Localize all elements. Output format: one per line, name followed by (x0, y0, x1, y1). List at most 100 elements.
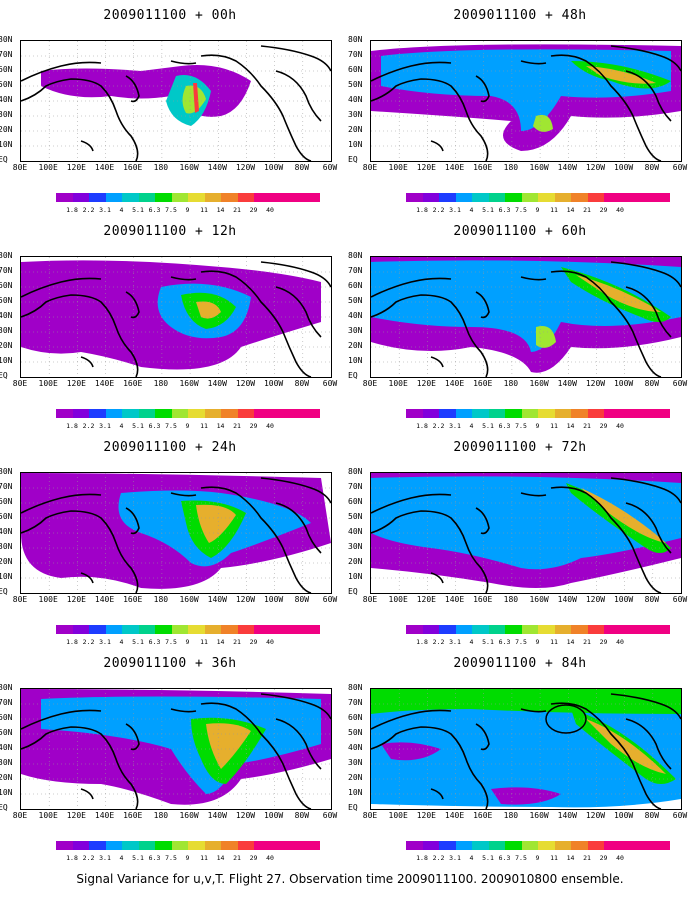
colorbar-swatch (237, 625, 254, 634)
lat-tick-label: 40N (348, 311, 363, 320)
colorbar-swatch (188, 625, 205, 634)
colorbar-swatch (422, 193, 439, 202)
colorbar-swatch (653, 409, 670, 418)
lon-tick-label: 160E (473, 595, 493, 604)
colorbar-swatch (604, 625, 621, 634)
lon-tick-label: 120W (585, 379, 606, 388)
colorbar-label: 7.5 (165, 206, 177, 214)
colorbar-swatch (455, 625, 472, 634)
coastline (170, 708, 197, 713)
colorbar-label: 2.2 (82, 206, 95, 214)
colorbar-swatch (406, 193, 423, 202)
colorbar-swatch (171, 625, 188, 634)
lon-tick-label: 120W (585, 811, 606, 820)
colorbar-label: 1.8 (416, 422, 428, 430)
coastline (21, 510, 139, 593)
colorbar-swatch (105, 841, 122, 850)
lon-tick-label: 100W (263, 163, 284, 172)
lon-tick-label: 80W (294, 595, 310, 604)
coastline (550, 702, 662, 809)
colorbar-label: 3.1 (449, 854, 461, 862)
colorbar-label: 3.1 (449, 206, 461, 214)
colorbar-swatch (122, 841, 139, 850)
colorbar-swatch (221, 841, 238, 850)
colorbar-swatch (505, 625, 522, 634)
colorbar-label: 6.3 (148, 854, 161, 862)
coastline (200, 54, 312, 161)
coastline (371, 61, 452, 82)
coastline (275, 286, 322, 338)
colorbar-label: 29 (249, 638, 258, 646)
coastline (200, 270, 312, 377)
colorbar-swatch (505, 841, 522, 850)
colorbar-swatch (89, 625, 106, 634)
colorbar-swatch (488, 193, 505, 202)
lon-tick-label: 120E (416, 595, 436, 604)
colorbar-swatch (204, 841, 221, 850)
panel-title: 2009011100 + 60h (453, 224, 587, 239)
coastline (125, 723, 140, 751)
lat-tick-label: 10N (0, 356, 13, 365)
map-canvas (371, 689, 681, 809)
variance-map (20, 472, 332, 594)
lat-tick-label: 60N (0, 497, 13, 506)
coastline (260, 477, 331, 504)
panel-title: 2009011100 + 36h (103, 656, 237, 671)
colorbar-swatch (587, 193, 604, 202)
lat-tick-label: 40N (348, 95, 363, 104)
lon-tick-label: 160W (179, 379, 199, 388)
colorbar-swatch (538, 409, 555, 418)
colorbar-swatch (488, 841, 505, 850)
colorbar-swatch (287, 409, 304, 418)
coastline (371, 726, 489, 809)
colorbar-swatch (571, 625, 588, 634)
colorbar-label: 2.2 (432, 206, 445, 214)
colorbar-label: 21 (233, 638, 241, 646)
lat-tick-label: 70N (348, 50, 363, 59)
panel-title: 2009011100 + 72h (453, 440, 587, 455)
lon-tick-label: 140W (557, 379, 577, 388)
lat-tick-label: 60N (348, 281, 363, 290)
lat-tick-label: 70N (0, 50, 13, 59)
colorbar-label: 3.1 (99, 206, 111, 214)
lat-tick-label: 40N (0, 311, 13, 320)
map-canvas (371, 473, 681, 593)
colorbar-swatch (155, 841, 172, 850)
lat-tick-label: 20N (348, 557, 363, 566)
lon-tick-label: 80E (362, 379, 378, 388)
coastline (275, 70, 322, 122)
lon-tick-label: 160W (529, 379, 549, 388)
lon-tick-label: 160W (179, 811, 199, 820)
lat-tick-label: 50N (0, 728, 13, 737)
coastline (430, 140, 444, 152)
map-panel-84h: 2009011100 + 84h 80N 70N 60N 50N 40N 30N 20N 10N… (348, 648, 690, 862)
colorbar-swatch (439, 193, 456, 202)
colorbar-swatch (521, 409, 538, 418)
lon-tick-label: 160E (123, 379, 143, 388)
colorbar-swatch (439, 841, 456, 850)
variance-map (370, 256, 682, 378)
coastline (200, 702, 312, 809)
colorbar-label: 6.3 (148, 638, 161, 646)
colorbar-swatch (620, 841, 637, 850)
colorbar-label: 29 (599, 854, 608, 862)
figure-caption: Signal Variance for u,v,T. Flight 27. Ob… (76, 872, 624, 886)
coastline (260, 261, 331, 288)
colorbar-label: 5.1 (132, 206, 144, 214)
colorbar-label: 2.2 (432, 854, 445, 862)
lat-tick-label: 10N (348, 356, 363, 365)
lat-tick-label: 30N (0, 758, 13, 767)
colorbar-swatch (56, 193, 73, 202)
coastline (260, 693, 331, 720)
colorbar-swatch (89, 841, 106, 850)
colorbar-swatch (521, 625, 538, 634)
colorbar-swatch (270, 625, 287, 634)
lat-tick-label: 50N (348, 296, 363, 305)
colorbar-label: 21 (583, 854, 591, 862)
lon-tick-label: 60W (322, 595, 338, 604)
lat-tick-label: 80N (348, 251, 363, 260)
colorbar-swatch (406, 409, 423, 418)
colorbar-swatch (538, 841, 555, 850)
colorbar-label: 1.8 (66, 422, 78, 430)
colorbar-swatch (620, 625, 637, 634)
